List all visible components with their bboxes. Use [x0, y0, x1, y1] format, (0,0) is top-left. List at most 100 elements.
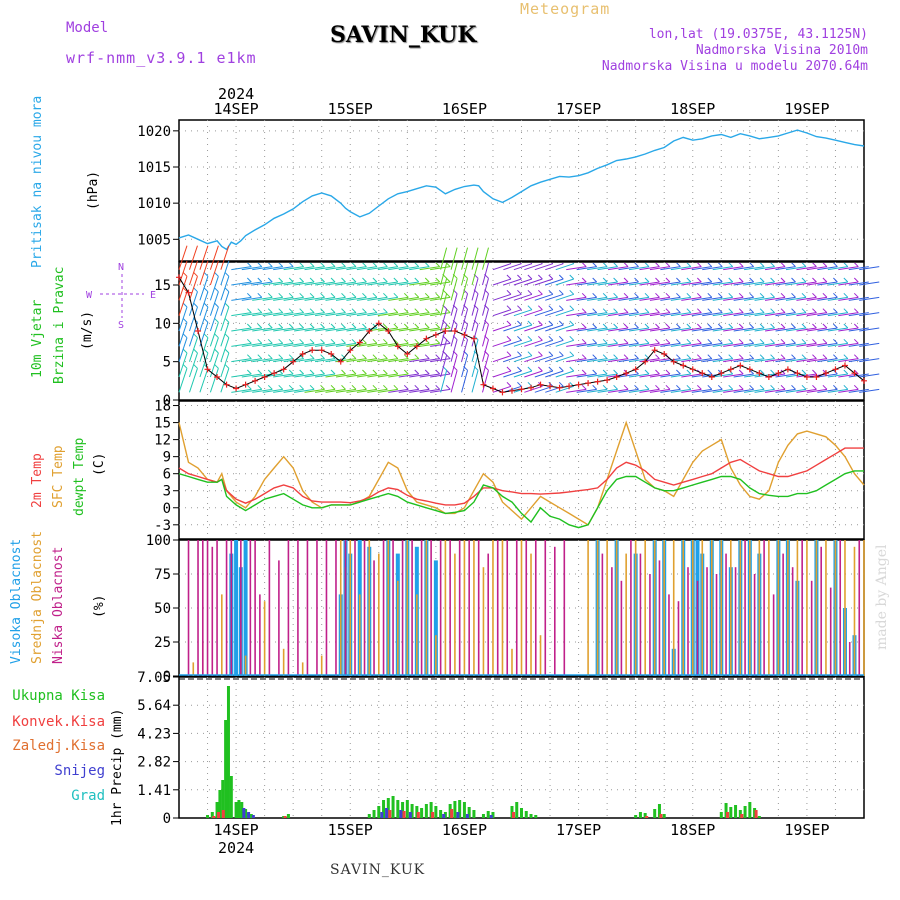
wind-barb — [304, 373, 325, 378]
wind-barb-flag — [362, 308, 367, 314]
wind-barb-flag — [257, 323, 263, 329]
wind-barb — [335, 373, 357, 378]
wind-barb-flag — [403, 292, 409, 298]
wind-barb-flag — [676, 292, 681, 298]
wind-barb — [649, 342, 671, 347]
wind-barb — [576, 266, 597, 271]
low-cloud-bar — [187, 540, 190, 676]
wind-barb-flag — [634, 338, 639, 344]
wind-barb-flag — [246, 323, 252, 329]
wind-barb-flag — [780, 292, 786, 298]
wind-barb-flag — [278, 354, 284, 360]
wind-barb-flag — [822, 323, 828, 329]
wind-barb — [199, 276, 209, 301]
low-cloud-bar — [259, 594, 261, 676]
wind-barb — [639, 296, 660, 301]
wind-barb — [628, 388, 650, 393]
wind-barb — [430, 388, 451, 393]
low-cloud-bar — [810, 580, 813, 676]
wind-speed-marker — [290, 358, 297, 365]
wind-speed-marker — [356, 339, 363, 346]
wind-barb-flag — [383, 263, 388, 268]
wind-barb — [764, 296, 786, 301]
mid-cloud-bar — [416, 594, 418, 676]
mid-cloud-bar — [301, 662, 304, 676]
wind-barb-flag — [193, 333, 198, 339]
legend-conv-precip: Konvek.Kisa — [12, 714, 105, 730]
wind-barb-flag — [780, 323, 786, 329]
wind-barb-flag — [686, 292, 692, 298]
wind-barb-flag — [759, 263, 765, 268]
wind-barb — [566, 373, 587, 378]
y-tick-label: 0 — [163, 501, 171, 517]
wind-barb-flag — [548, 274, 554, 280]
wind-barb — [367, 296, 388, 301]
wind-barb-flag — [246, 308, 252, 314]
wind-barb-flag — [288, 384, 294, 390]
mid-cloud-bar — [653, 540, 656, 676]
wind-speed-marker — [746, 366, 753, 373]
wind-barb — [744, 342, 765, 347]
wind-barb-flag — [853, 263, 859, 268]
wind-barb-flag — [686, 338, 692, 344]
wind-barb — [188, 322, 198, 347]
wind-barb-flag — [592, 369, 598, 375]
wind-barb — [587, 327, 608, 332]
wind-barb-flag — [309, 277, 315, 283]
wind-barb — [754, 312, 775, 317]
total-precip-bar — [729, 807, 733, 818]
wind-barb-flag — [665, 277, 671, 283]
wind-barb-flag — [613, 308, 618, 314]
wind-barb — [785, 296, 807, 301]
wind-barb-flag — [843, 277, 849, 283]
wind-barb — [733, 327, 754, 332]
wind-barb-flag — [717, 354, 723, 360]
wind-barb — [827, 373, 848, 378]
wind-speed-marker — [299, 351, 306, 357]
wind-barb — [471, 293, 479, 316]
wind-barb — [273, 312, 294, 317]
wind-barb — [419, 266, 440, 271]
wind-barb — [398, 388, 419, 393]
wind-barb — [712, 327, 733, 332]
wind-barb — [712, 281, 733, 286]
wind-barb-flag — [424, 384, 430, 390]
mid-cloud-bar — [473, 540, 475, 676]
bottom-station-label: SAVIN_KUK — [330, 862, 426, 878]
wind-barb-flag — [717, 323, 723, 329]
wind-barb-flag — [613, 263, 618, 268]
wind-barb — [754, 327, 775, 332]
wind-barb — [262, 312, 283, 317]
wind-speed-marker — [613, 374, 620, 380]
wind-barb — [744, 296, 765, 301]
wind-barb — [398, 327, 419, 332]
wind-barb — [209, 322, 219, 347]
wind-barb — [220, 306, 230, 332]
wind-barb — [660, 312, 681, 317]
wind-barb-flag — [676, 369, 681, 375]
wind-barb-flag — [267, 292, 273, 298]
total-precip-bar — [372, 810, 376, 818]
wind-barb — [649, 296, 671, 301]
mid-cloud-bar — [444, 540, 447, 676]
wind-barb — [764, 266, 786, 271]
wind-barb — [283, 342, 304, 347]
panel-frame — [178, 119, 865, 262]
wind-barb-flag — [214, 348, 219, 354]
wind-barb — [188, 352, 198, 378]
legend-snow: Snijeg — [54, 763, 105, 779]
wind-barb-flag — [320, 338, 325, 344]
wind-speed-marker — [432, 331, 439, 338]
mid-cloud-bar — [511, 648, 513, 676]
wind-barb-flag — [278, 384, 284, 390]
y-tick-label: 100 — [146, 533, 171, 549]
wind-barb — [231, 327, 252, 332]
wind-barb-flag — [403, 323, 409, 329]
wind-barb-flag — [843, 308, 849, 314]
wind-barb-flag — [246, 292, 252, 298]
wind-barb — [639, 327, 660, 332]
wind-barb — [838, 266, 859, 271]
mid-cloud-bar — [263, 601, 266, 676]
wind-barb-flag — [833, 338, 838, 344]
mid-cloud-bar — [615, 540, 618, 676]
